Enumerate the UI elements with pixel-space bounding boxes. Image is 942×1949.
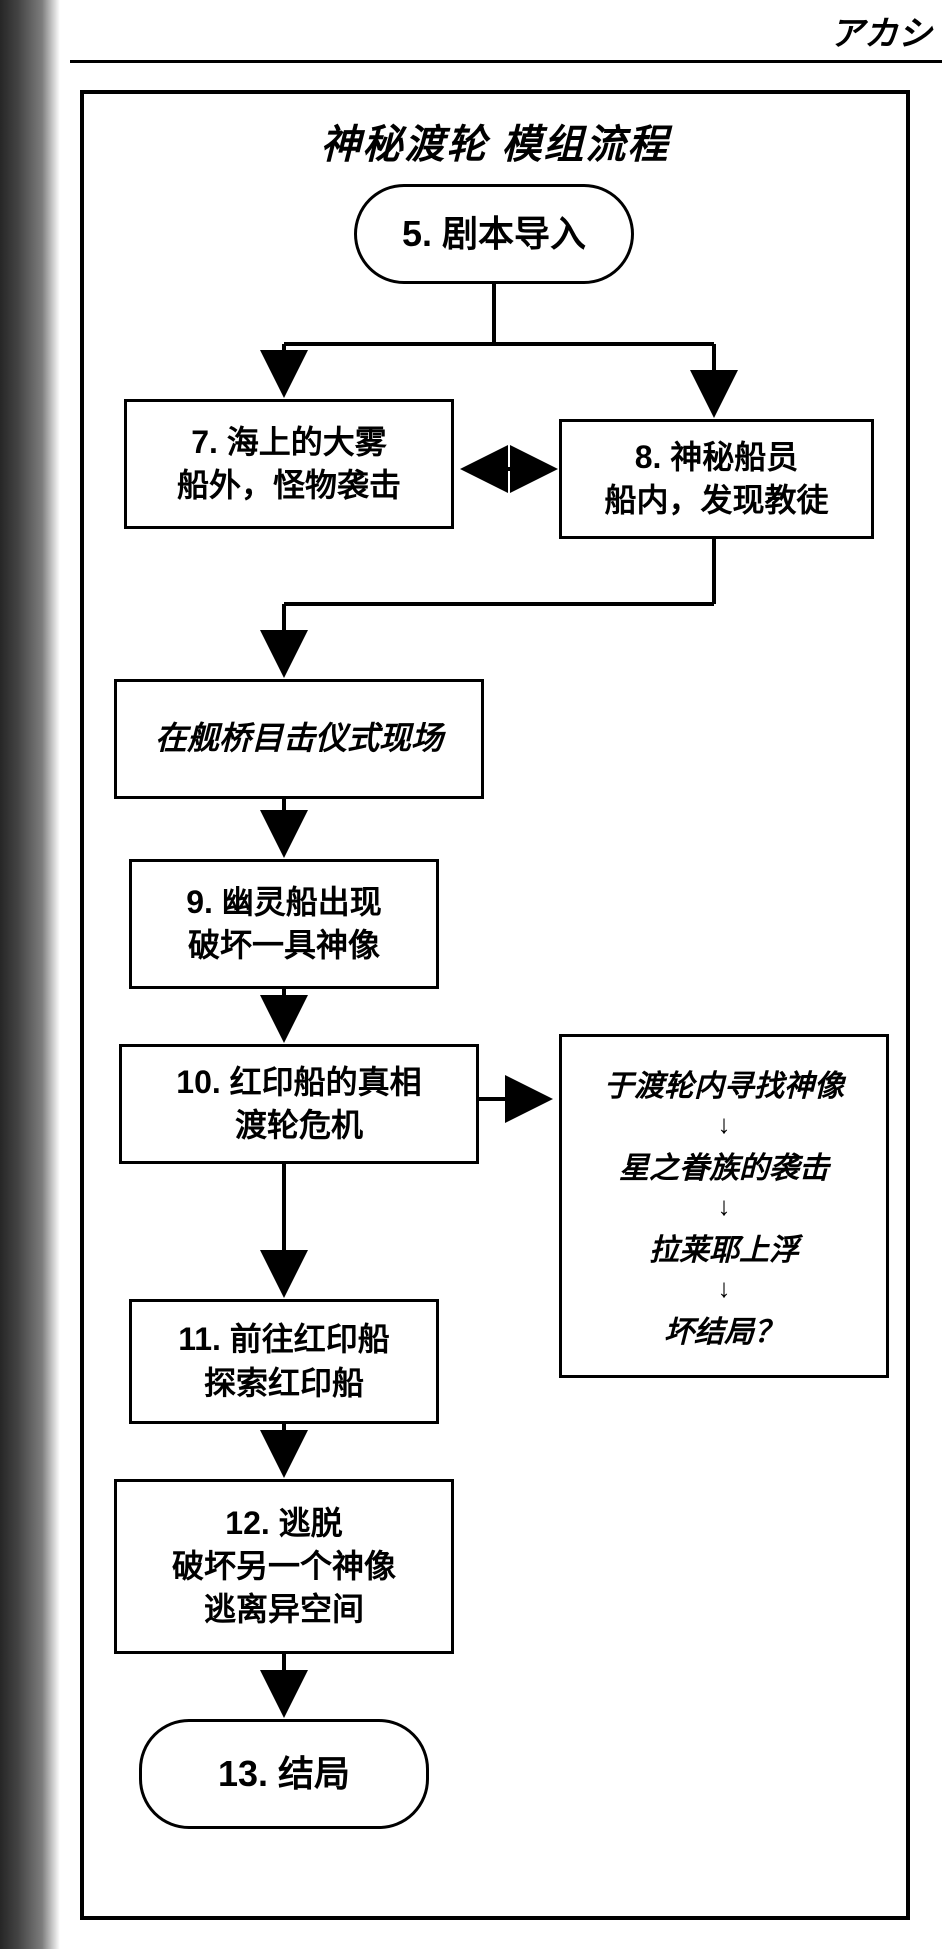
node-10-number: 10. — [176, 1064, 220, 1100]
node-12-text3: 逃离异空间 — [204, 1588, 364, 1631]
node-start-text: 剧本导入 — [442, 213, 586, 254]
side-arrow-2: ↓ — [572, 1193, 876, 1219]
node-end: 13. 结局 — [139, 1719, 429, 1829]
page-binding-shadow — [0, 0, 60, 1949]
node-12-text2: 破坏另一个神像 — [172, 1545, 396, 1588]
node-bridge-text: 在舰桥目击仪式现场 — [155, 717, 443, 760]
node-11: 11. 前往红印船 探索红印船 — [129, 1299, 439, 1424]
node-10-text2: 渡轮危机 — [235, 1104, 363, 1147]
node-7-line1: 7. 海上的大雾 — [191, 421, 387, 464]
node-10-line1: 10. 红印船的真相 — [176, 1061, 421, 1104]
node-8: 8. 神秘船员 船内，发现教徒 — [559, 419, 874, 539]
node-start-number: 5. — [402, 213, 432, 254]
node-12-text1: 逃脱 — [279, 1505, 343, 1541]
node-7-text2: 船外，怪物袭击 — [177, 464, 401, 507]
page: アカシ 神秘渡轮 模组流程 — [0, 0, 942, 1949]
node-bridge: 在舰桥目击仪式现场 — [114, 679, 484, 799]
node-end-label: 13. 结局 — [218, 1750, 350, 1799]
side-branch-box: 于渡轮内寻找神像 ↓ 星之眷族的袭击 ↓ 拉莱耶上浮 ↓ 坏结局？ — [559, 1034, 889, 1378]
node-12-line1: 12. 逃脱 — [225, 1502, 342, 1545]
node-11-number: 11. — [178, 1321, 221, 1357]
side-arrow-1: ↓ — [572, 1111, 876, 1137]
node-9-line1: 9. 幽灵船出现 — [186, 881, 382, 924]
node-8-number: 8. — [635, 439, 662, 475]
node-9-text1: 幽灵船出现 — [222, 884, 382, 920]
node-9-number: 9. — [186, 884, 213, 920]
side-line-2: 星之眷族的袭击 — [572, 1143, 876, 1187]
header-rule — [70, 60, 942, 63]
side-arrow-3: ↓ — [572, 1275, 876, 1301]
flowchart-container: 神秘渡轮 模组流程 — [80, 90, 910, 1920]
side-line-4: 坏结局？ — [572, 1307, 876, 1351]
node-9: 9. 幽灵船出现 破坏一具神像 — [129, 859, 439, 989]
node-8-text1: 神秘船员 — [670, 439, 798, 475]
node-7: 7. 海上的大雾 船外，怪物袭击 — [124, 399, 454, 529]
node-start: 5. 剧本导入 — [354, 184, 634, 284]
node-8-text2: 船内，发现教徒 — [604, 479, 828, 522]
node-start-label: 5. 剧本导入 — [402, 210, 586, 259]
header-fragment-text: アカシ — [830, 6, 932, 55]
side-line-3: 拉莱耶上浮 — [572, 1225, 876, 1269]
node-7-number: 7. — [191, 424, 218, 460]
node-end-text: 结局 — [278, 1753, 350, 1794]
node-end-number: 13. — [218, 1753, 268, 1794]
side-line-1: 于渡轮内寻找神像 — [572, 1061, 876, 1105]
node-12-number: 12. — [225, 1505, 269, 1541]
node-7-text1: 海上的大雾 — [227, 424, 387, 460]
node-11-text1: 前往红印船 — [230, 1321, 390, 1357]
node-8-line1: 8. 神秘船员 — [635, 436, 799, 479]
node-12: 12. 逃脱 破坏另一个神像 逃离异空间 — [114, 1479, 454, 1654]
node-10-text1: 红印船的真相 — [230, 1064, 422, 1100]
node-10: 10. 红印船的真相 渡轮危机 — [119, 1044, 479, 1164]
node-11-text2: 探索红印船 — [204, 1362, 364, 1405]
node-11-line1: 11. 前往红印船 — [178, 1318, 390, 1361]
node-9-text2: 破坏一具神像 — [188, 924, 380, 967]
